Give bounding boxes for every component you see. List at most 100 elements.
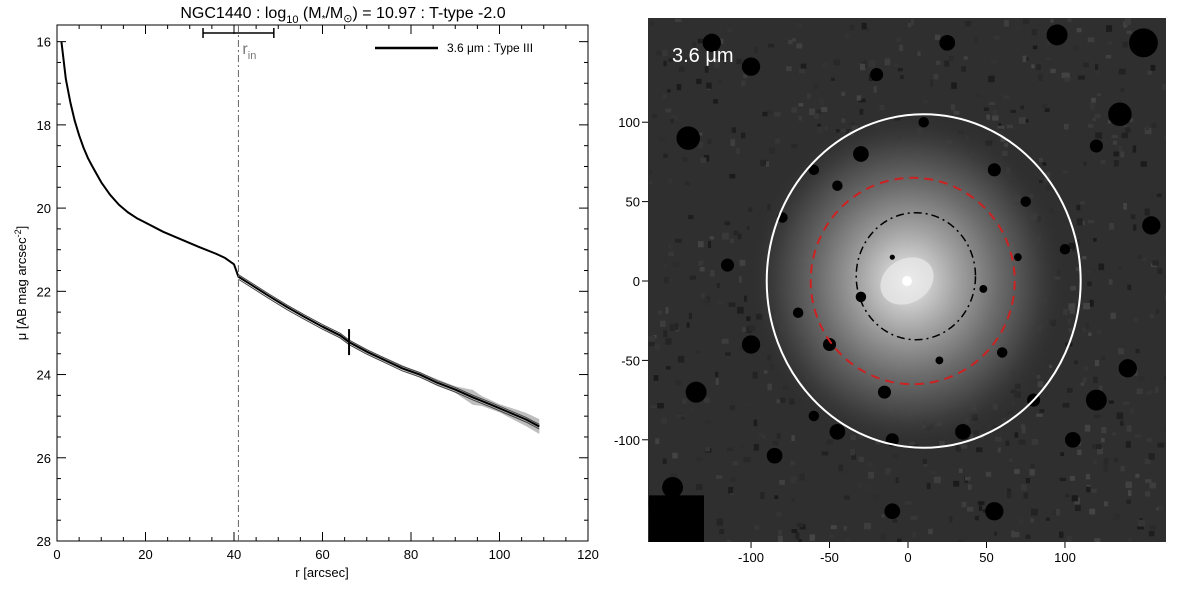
noise-pixel: [894, 63, 899, 67]
noise-pixel: [737, 306, 744, 314]
noise-pixel: [772, 441, 779, 446]
noise-pixel: [1074, 360, 1078, 365]
noise-pixel: [1050, 19, 1054, 23]
noise-pixel: [1123, 401, 1130, 405]
noise-pixel: [663, 153, 668, 159]
noise-pixel: [672, 262, 680, 268]
noise-pixel: [663, 264, 667, 269]
noise-pixel: [1144, 208, 1150, 216]
noise-pixel: [1036, 64, 1041, 71]
noise-pixel: [1111, 425, 1117, 429]
noise-pixel: [724, 221, 731, 226]
noise-pixel: [856, 95, 862, 101]
noise-pixel: [983, 107, 989, 111]
masked-source: [1089, 139, 1103, 153]
noise-pixel: [1106, 25, 1113, 32]
noise-pixel: [727, 539, 732, 542]
noise-pixel: [686, 322, 690, 328]
noise-pixel: [776, 399, 782, 404]
noise-pixel: [1094, 113, 1101, 119]
masked-source: [662, 476, 684, 498]
noise-pixel: [716, 518, 724, 526]
noise-pixel: [961, 66, 966, 72]
noise-pixel: [664, 277, 669, 284]
noise-pixel: [730, 238, 735, 244]
noise-pixel: [1093, 459, 1097, 465]
noise-pixel: [1021, 484, 1027, 491]
noise-pixel: [975, 93, 981, 98]
noise-pixel: [841, 91, 846, 97]
legend-label: 3.6 μm : Type III: [447, 41, 533, 55]
noise-pixel: [786, 66, 792, 72]
noise-pixel: [1147, 70, 1152, 75]
apertures: [765, 113, 1082, 449]
noise-pixel: [698, 241, 704, 248]
noise-pixel: [1060, 452, 1065, 457]
masked-source: [889, 254, 895, 260]
noise-pixel: [1059, 531, 1064, 538]
noise-pixel: [767, 383, 772, 391]
noise-pixel: [741, 80, 746, 87]
noise-pixel: [1107, 120, 1112, 124]
noise-pixel: [732, 461, 739, 466]
noise-pixel: [988, 75, 995, 83]
noise-pixel: [1036, 413, 1043, 417]
noise-pixel: [814, 113, 819, 119]
noise-pixel: [994, 35, 1000, 40]
noise-pixel: [912, 531, 916, 538]
masked-source: [1020, 196, 1031, 207]
noise-pixel: [729, 405, 735, 411]
noise-pixel: [775, 138, 781, 144]
noise-pixel: [1064, 72, 1070, 80]
noise-pixel: [1042, 162, 1047, 166]
noise-pixel: [753, 444, 759, 451]
noise-pixel: [1068, 242, 1075, 249]
image-panel: 3.6 μm -100 -50 0 50 100 100 50 0 -50 -100: [614, 18, 1166, 565]
galaxy-nucleus: [902, 276, 912, 286]
noise-pixel: [1087, 123, 1094, 128]
noise-pixel: [1050, 68, 1056, 74]
noise-pixel: [829, 534, 835, 538]
noise-pixel: [1046, 57, 1051, 61]
noise-pixel: [964, 476, 971, 481]
noise-pixel: [763, 370, 768, 374]
noise-pixel: [1091, 488, 1097, 493]
noise-pixel: [738, 276, 742, 283]
noise-pixel: [1062, 170, 1069, 174]
noise-pixel: [1113, 457, 1118, 463]
noise-pixel: [1092, 444, 1098, 449]
noise-pixel: [720, 38, 724, 44]
noise-pixel: [1078, 221, 1082, 225]
image-y-tick-label: 0: [633, 274, 640, 289]
noise-pixel: [966, 506, 974, 512]
noise-pixel: [699, 267, 705, 272]
noise-pixel: [1152, 260, 1159, 266]
noise-pixel: [1140, 161, 1147, 167]
noise-pixel: [974, 515, 980, 521]
noise-pixel: [986, 114, 990, 120]
noise-pixel: [816, 109, 822, 114]
noise-pixel: [699, 429, 703, 436]
noise-pixel: [871, 462, 879, 469]
noise-pixel: [1120, 151, 1125, 158]
noise-pixel: [1148, 531, 1155, 537]
noise-pixel: [715, 371, 719, 378]
noise-pixel: [695, 350, 701, 354]
masked-source: [1013, 253, 1022, 262]
noise-pixel: [895, 477, 899, 484]
noise-pixel: [1111, 80, 1115, 87]
noise-pixel: [1158, 505, 1164, 511]
noise-pixel: [1003, 20, 1009, 27]
series-line-3-6um: [60, 41, 540, 428]
noise-pixel: [780, 397, 786, 403]
noise-pixel: [650, 21, 654, 26]
noise-pixel: [1134, 317, 1138, 322]
noise-pixel: [1135, 348, 1140, 354]
noise-pixel: [1068, 303, 1076, 311]
noise-pixel: [1003, 95, 1010, 99]
noise-pixel: [1086, 486, 1091, 493]
noise-pixel: [655, 438, 660, 445]
x-tick-labels: 0 20 40 60 80 100 120: [53, 547, 598, 562]
image-x-tick-label: -100: [738, 550, 764, 565]
